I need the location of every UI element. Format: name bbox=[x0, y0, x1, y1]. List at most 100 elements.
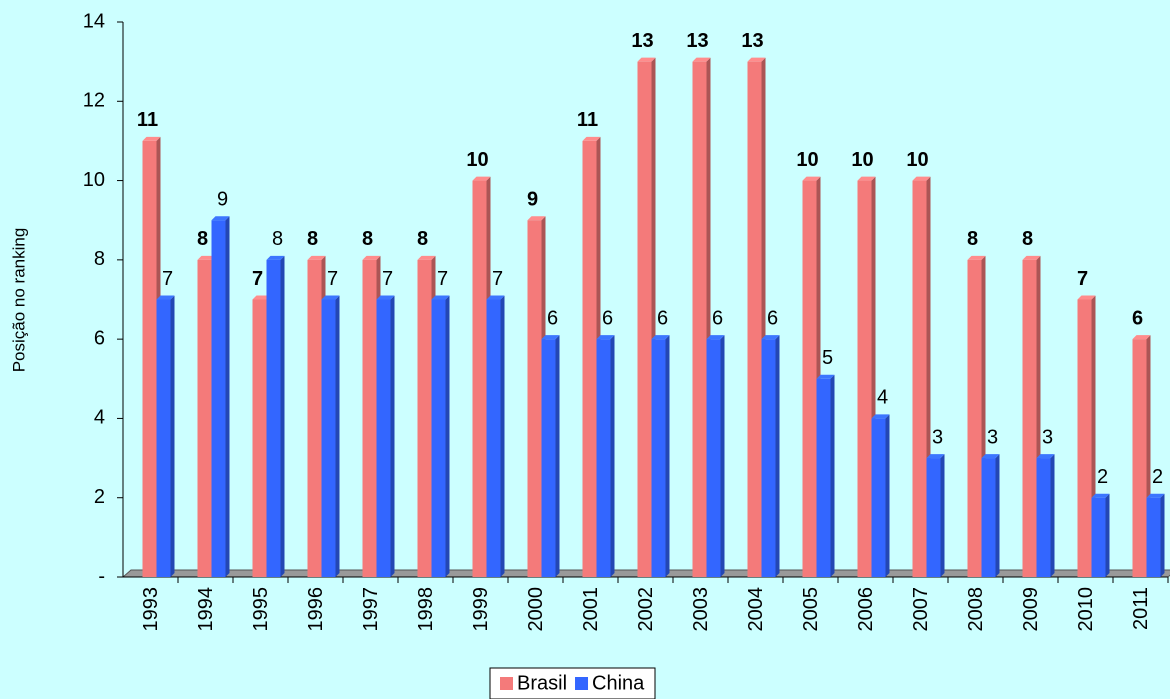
x-tick-label: 1999 bbox=[470, 587, 492, 632]
bar-top bbox=[761, 335, 780, 340]
x-tick-label: 1995 bbox=[250, 587, 272, 632]
data-label: 8 bbox=[1022, 228, 1033, 250]
bar-side bbox=[1050, 454, 1055, 577]
data-label: 9 bbox=[217, 188, 228, 210]
bar-top bbox=[1077, 295, 1096, 300]
x-tick-label: 1997 bbox=[360, 587, 382, 632]
bar-top bbox=[142, 136, 161, 141]
bar bbox=[472, 180, 487, 578]
bar-top bbox=[912, 176, 931, 181]
data-label: 7 bbox=[252, 268, 263, 290]
bar-top bbox=[981, 454, 1000, 459]
data-label: 7 bbox=[492, 268, 503, 290]
bar-side bbox=[610, 335, 615, 577]
bar-side bbox=[1105, 493, 1110, 577]
bar-top bbox=[321, 295, 340, 300]
bar-top bbox=[1091, 493, 1110, 498]
data-label: 8 bbox=[307, 228, 318, 250]
data-label: 6 bbox=[1132, 307, 1143, 329]
bar bbox=[527, 220, 542, 577]
data-label: 3 bbox=[987, 426, 998, 448]
bar-top bbox=[802, 176, 821, 181]
bar bbox=[706, 339, 721, 577]
bar bbox=[747, 61, 762, 577]
bar bbox=[1091, 497, 1106, 577]
x-tick-label: 2011 bbox=[1130, 587, 1152, 630]
bar bbox=[156, 299, 171, 577]
bar-side bbox=[720, 335, 725, 577]
legend-label: Brasil bbox=[517, 672, 567, 694]
bar bbox=[376, 299, 391, 577]
bar-top bbox=[431, 295, 450, 300]
data-label: 8 bbox=[967, 228, 978, 250]
bar-side bbox=[390, 295, 395, 577]
bar bbox=[1132, 339, 1147, 577]
data-label: 11 bbox=[577, 109, 598, 131]
bar-side bbox=[830, 374, 835, 577]
bar bbox=[651, 339, 666, 577]
data-label: 8 bbox=[417, 228, 428, 250]
bar bbox=[197, 259, 212, 577]
y-tick-label: 4 bbox=[94, 407, 105, 429]
bar bbox=[596, 339, 611, 577]
bar-top bbox=[156, 295, 175, 300]
x-tick-label: 2000 bbox=[525, 587, 547, 632]
bar bbox=[1036, 458, 1051, 577]
bar-top bbox=[637, 57, 656, 62]
bar-top bbox=[1022, 255, 1041, 260]
data-label: 6 bbox=[547, 307, 558, 329]
x-tick-label: 2007 bbox=[910, 587, 932, 632]
legend-label: China bbox=[592, 672, 645, 694]
bar bbox=[1146, 497, 1161, 577]
data-label: 13 bbox=[741, 30, 763, 52]
data-label: 6 bbox=[657, 307, 668, 329]
legend-swatch bbox=[575, 677, 589, 690]
data-label: 3 bbox=[932, 426, 943, 448]
bar bbox=[692, 61, 707, 577]
data-label: 7 bbox=[382, 268, 393, 290]
data-label: 9 bbox=[527, 188, 538, 210]
x-tick-label: 2004 bbox=[745, 587, 767, 632]
data-label: 5 bbox=[822, 347, 833, 369]
bar-side bbox=[280, 255, 285, 577]
data-label: 10 bbox=[851, 149, 873, 171]
bar-side bbox=[1160, 493, 1165, 577]
bar-side bbox=[775, 335, 780, 577]
data-label: 4 bbox=[877, 387, 888, 409]
legend-swatch bbox=[500, 677, 513, 690]
bar bbox=[142, 140, 157, 577]
bar-top bbox=[307, 255, 326, 260]
y-tick-label: 2 bbox=[94, 486, 105, 508]
bar bbox=[981, 458, 996, 577]
bar-top bbox=[692, 57, 711, 62]
y-tick-label: 14 bbox=[83, 10, 105, 32]
bar-side bbox=[995, 454, 1000, 577]
bar-top bbox=[967, 255, 986, 260]
bar bbox=[211, 220, 226, 577]
bar bbox=[802, 180, 817, 578]
bar bbox=[252, 299, 267, 577]
x-tick-label: 2010 bbox=[1075, 587, 1097, 632]
bar bbox=[321, 299, 336, 577]
data-label: 2 bbox=[1152, 466, 1163, 488]
data-label: 8 bbox=[272, 228, 283, 250]
bar bbox=[967, 259, 982, 577]
bar-top bbox=[926, 454, 945, 459]
bar-top bbox=[211, 216, 230, 221]
data-label: 10 bbox=[906, 149, 928, 171]
y-tick-label: 6 bbox=[94, 327, 105, 349]
bar-top bbox=[1036, 454, 1055, 459]
bar-top bbox=[816, 374, 835, 379]
bar-top bbox=[871, 414, 890, 419]
data-label: 7 bbox=[437, 268, 448, 290]
data-label: 7 bbox=[162, 268, 173, 290]
bar bbox=[486, 299, 501, 577]
bar bbox=[926, 458, 941, 577]
bar-top bbox=[417, 255, 436, 260]
data-label: 6 bbox=[602, 307, 613, 329]
bar-top bbox=[266, 255, 285, 260]
bar-side bbox=[665, 335, 670, 577]
bar-side bbox=[335, 295, 340, 577]
data-label: 7 bbox=[327, 268, 338, 290]
bar-top bbox=[252, 295, 271, 300]
